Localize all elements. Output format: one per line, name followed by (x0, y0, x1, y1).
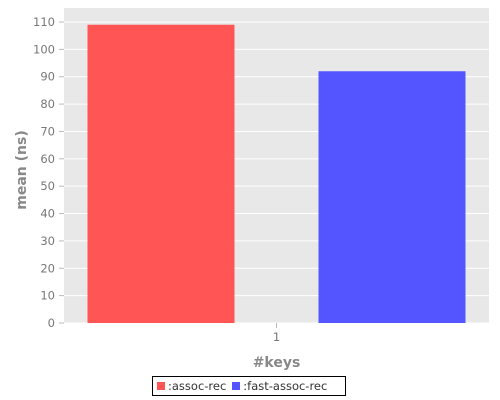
legend-label-fast-assoc-rec: :fast-assoc-rec (243, 379, 328, 393)
y-axis-ticks: 0 10 20 30 40 50 60 70 80 90 100 110 (33, 15, 64, 330)
y-tick-label: 100 (33, 42, 55, 56)
bar-fast-assoc-rec (318, 71, 466, 323)
y-tick-label: 60 (40, 152, 55, 166)
legend: :assoc-rec :fast-assoc-rec (152, 376, 346, 396)
y-tick-label: 90 (40, 70, 55, 84)
y-tick-label: 10 (40, 289, 55, 303)
x-axis-title: #keys (253, 355, 301, 371)
y-tick-label: 20 (40, 261, 55, 275)
x-axis-ticks: 1 (273, 323, 280, 344)
y-tick-label: 40 (40, 207, 55, 221)
y-tick-label: 50 (40, 179, 55, 193)
y-tick-label: 70 (40, 124, 55, 138)
legend-item-fast-assoc-rec: :fast-assoc-rec (232, 379, 327, 393)
y-axis-title: mean (ns) (14, 130, 30, 209)
bars (87, 24, 466, 324)
legend-swatch-fast-assoc-rec (232, 382, 241, 390)
x-tick-label: 1 (273, 330, 280, 344)
y-tick-label: 0 (48, 316, 55, 330)
legend-item-assoc-rec: :assoc-rec (157, 379, 226, 393)
legend-swatch-assoc-rec (157, 382, 165, 390)
y-tick-label: 30 (40, 234, 55, 248)
y-tick-label: 110 (33, 15, 55, 29)
legend-label-assoc-rec: :assoc-rec (168, 379, 227, 393)
bar-assoc-rec (87, 24, 235, 324)
y-tick-label: 80 (40, 97, 55, 111)
